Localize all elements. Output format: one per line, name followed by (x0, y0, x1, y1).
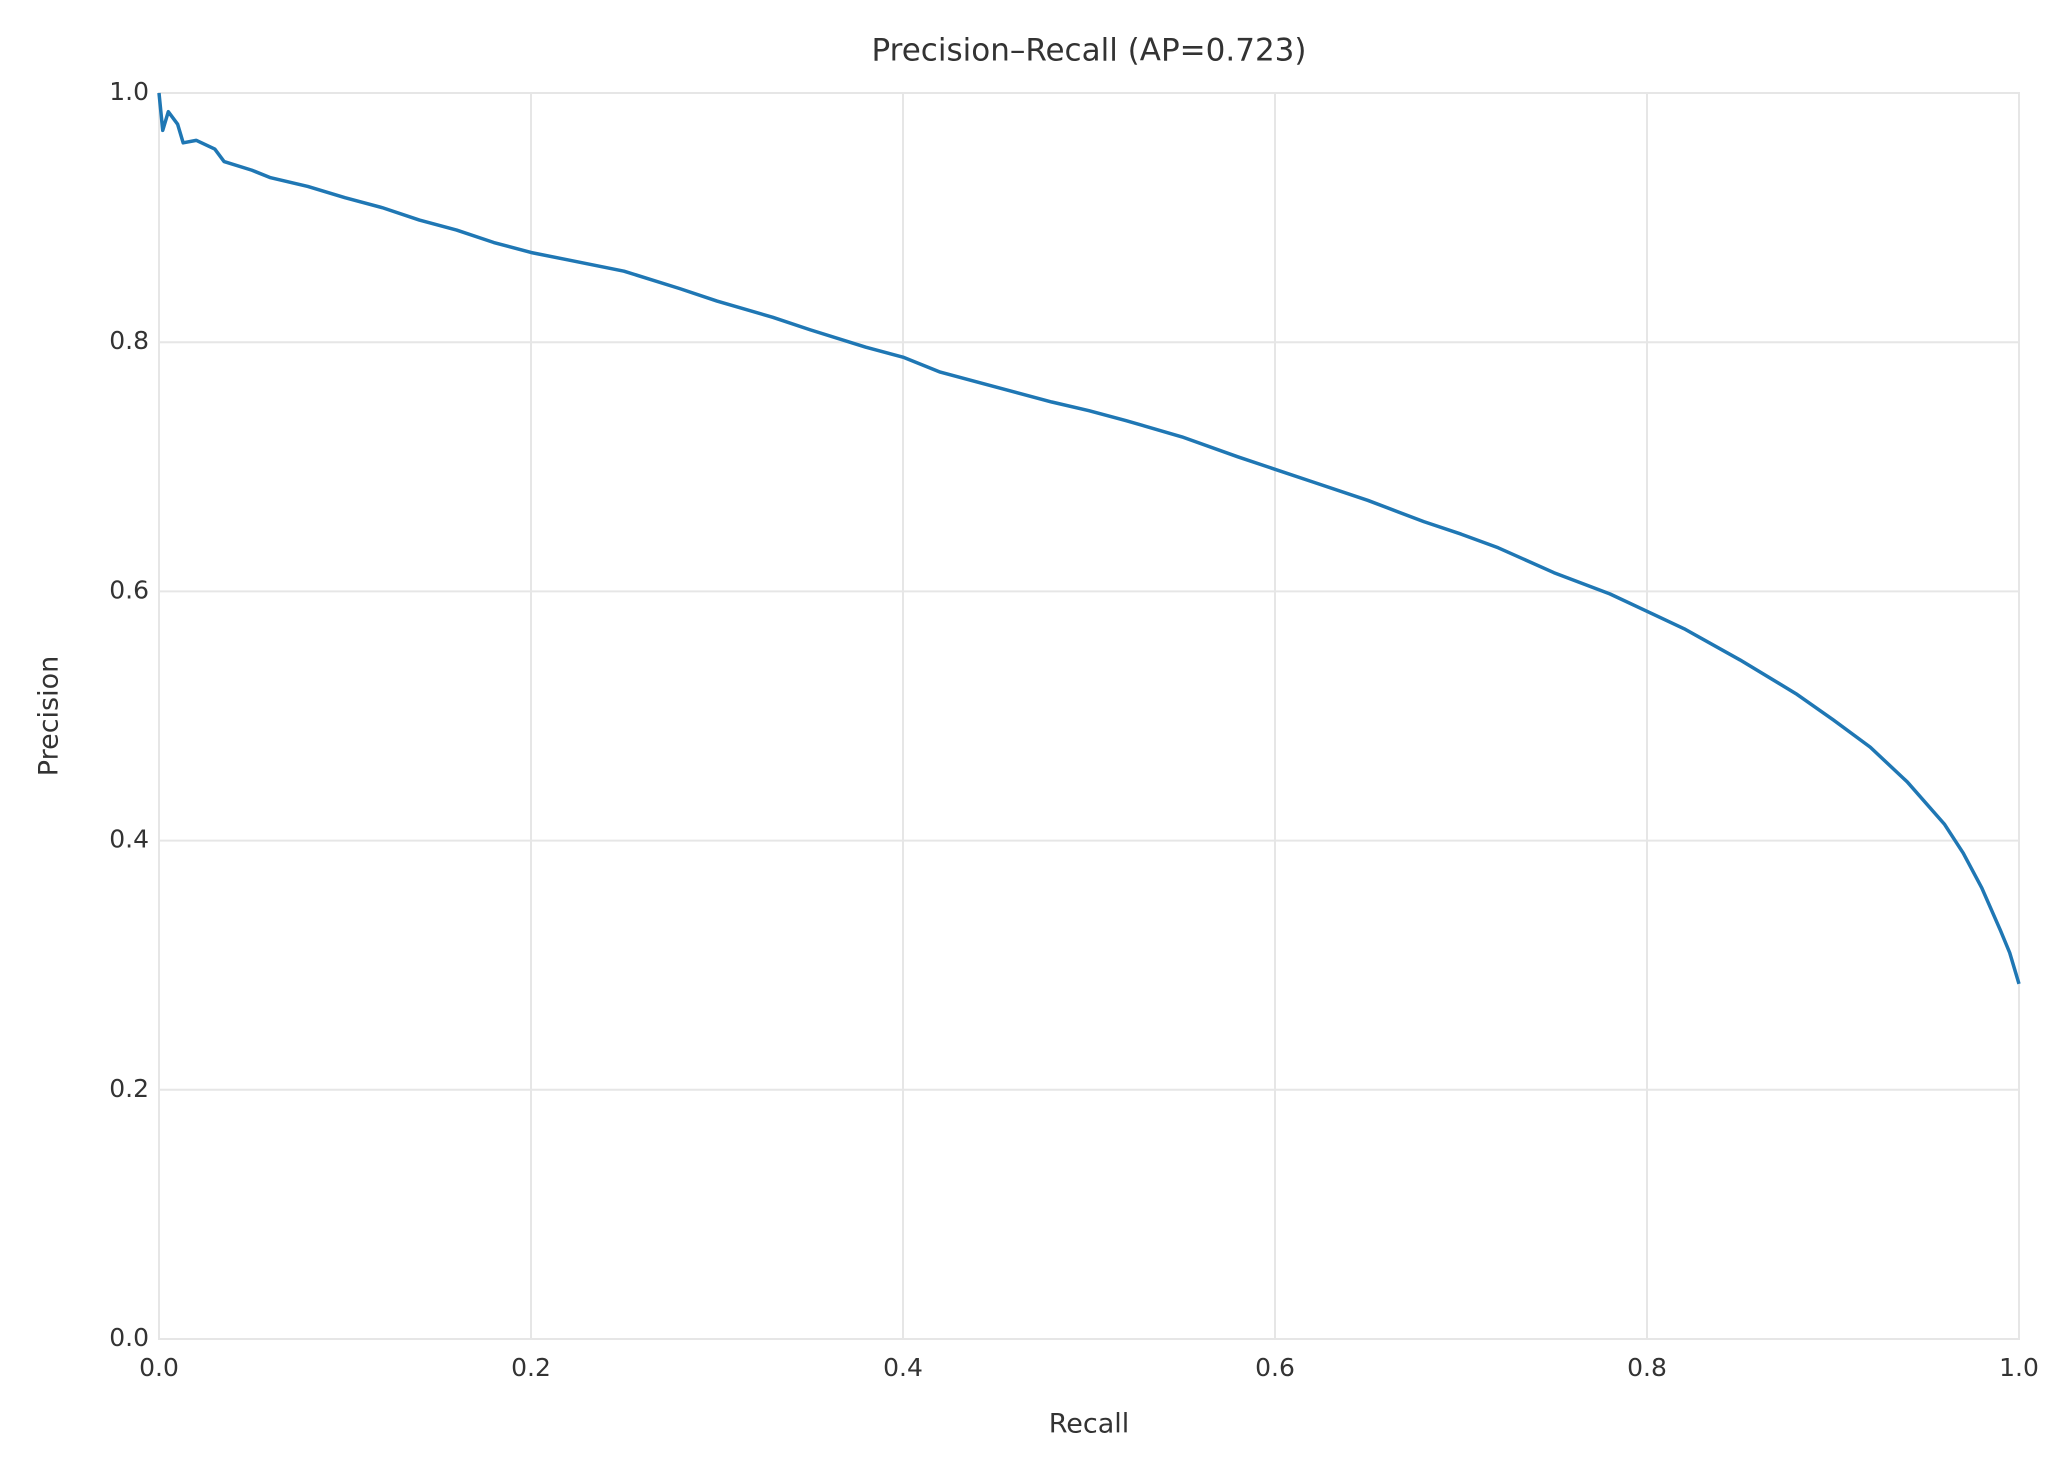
plot-frame (158, 92, 2020, 1340)
x-tick-label: 0.2 (511, 1353, 551, 1382)
x-tick-label: 0.8 (1627, 1353, 1667, 1382)
y-tick-label: 0.2 (109, 1074, 149, 1103)
y-tick-label: 0.8 (109, 326, 149, 355)
x-tick-label: 0.4 (883, 1353, 923, 1382)
x-tick-label: 0.0 (139, 1353, 179, 1382)
x-tick-label: 1.0 (1999, 1353, 2039, 1382)
pr-curve (157, 92, 2021, 985)
y-tick-label: 0.6 (109, 575, 149, 604)
y-axis-label: Precision (34, 656, 65, 776)
x-tick-label: 0.6 (1255, 1353, 1295, 1382)
y-tick-label: 0.0 (109, 1323, 149, 1352)
chart-title: Precision–Recall (AP=0.723) (872, 33, 1307, 69)
y-tick-label: 1.0 (109, 77, 149, 106)
y-tick-label: 0.4 (109, 825, 149, 854)
x-axis-label: Recall (1049, 1409, 1130, 1440)
